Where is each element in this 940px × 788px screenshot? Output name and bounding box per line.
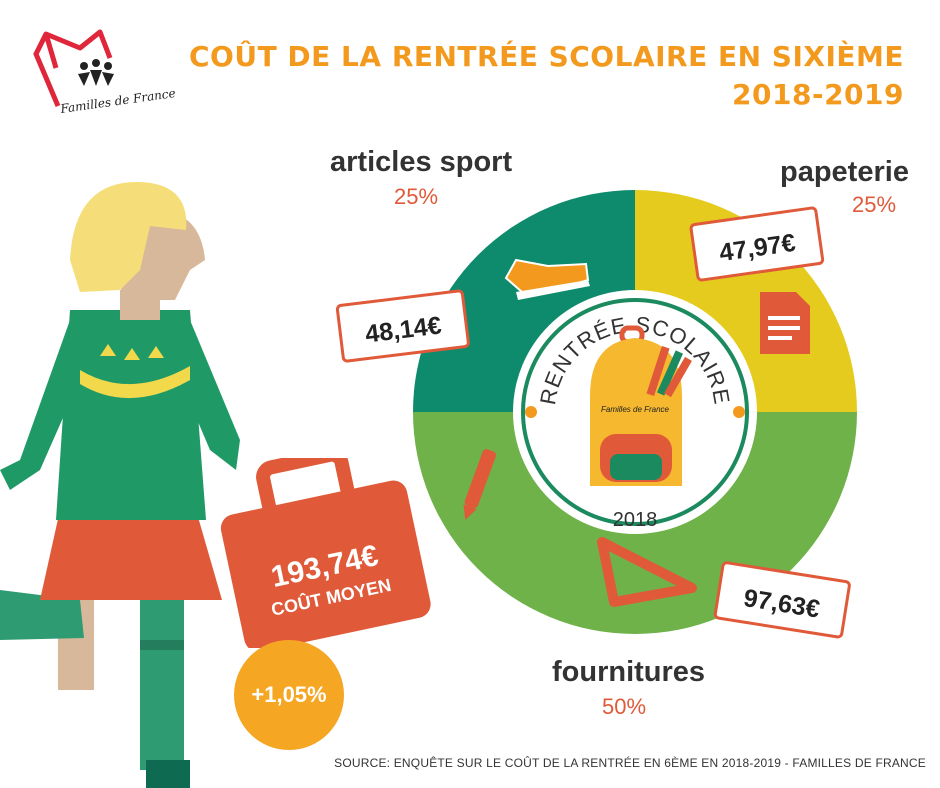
logo: Familles de France (28, 28, 178, 118)
page-subtitle: 2018-2019 (732, 78, 904, 111)
logo-mark-icon (33, 29, 114, 107)
pct-fournitures: 50% (602, 694, 647, 719)
badge-ring (521, 298, 749, 526)
pct-papeterie: 25% (852, 192, 897, 217)
badge-dot-right (733, 406, 745, 418)
total-bag: 193,74€ COÛT MOYEN (210, 447, 440, 652)
price-tag-fournitures: 97,63€ (713, 561, 851, 639)
pct-sport: 25% (394, 184, 439, 209)
document-icon (760, 292, 810, 354)
donut-chart: RENTRÉE SCOLAIRE 2018 Familles de France (413, 190, 857, 634)
bag-icon (220, 447, 431, 652)
girl-illustration (0, 181, 240, 788)
source-note: SOURCE: ENQUÊTE SUR LE COÛT DE LA RENTRÉ… (334, 756, 926, 770)
ruler-triangle-icon (597, 537, 697, 607)
label-papeterie: papeterie (780, 156, 909, 188)
pen-icon (463, 449, 497, 520)
page-title: COÛT DE LA RENTRÉE SCOLAIRE EN SIXIÈME (189, 40, 904, 73)
badge-dot-left (525, 406, 537, 418)
label-fournitures: fournitures (552, 656, 706, 688)
price-tag-papeterie: 47,97€ (689, 206, 825, 282)
shoe-icon (504, 258, 590, 300)
label-sport: articles sport (330, 146, 513, 178)
backpack-icon: Familles de France (590, 325, 692, 486)
change-value: +1,05% (251, 682, 327, 707)
bag-logo-text: Familles de France (601, 405, 670, 414)
badge-year: 2018 (613, 509, 658, 531)
change-badge: +1,05% (234, 640, 344, 750)
total-text-layer: 193,74€ COÛT MOYEN (268, 539, 393, 620)
price-tag-sport: 48,14€ (335, 289, 470, 363)
